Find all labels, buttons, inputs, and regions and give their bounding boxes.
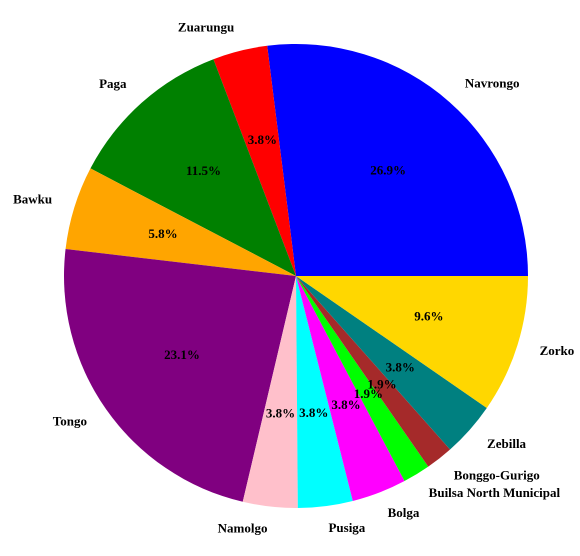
value-label: 23.1% [164, 347, 200, 362]
slice-label: Zorko [540, 343, 575, 358]
pie-slice [296, 276, 405, 501]
pie-slice [296, 276, 487, 450]
pie-slice [296, 276, 353, 508]
value-label: 1.9% [354, 386, 383, 401]
value-label: 1.9% [367, 376, 396, 391]
slice-label: Builsa North Municipal [429, 485, 561, 500]
slice-label: Namolgo [218, 521, 268, 536]
slice-label: Tongo [53, 413, 87, 428]
value-label: 3.8% [386, 359, 415, 374]
pie-slice [64, 249, 296, 502]
pie-slice [65, 168, 296, 276]
pie-slice [296, 276, 451, 467]
pie-slice [90, 59, 296, 276]
value-label: 3.8% [266, 405, 295, 420]
slice-label: Bonggo-Gurigo [454, 468, 540, 483]
slice-label: Navrongo [465, 76, 520, 91]
pie-slice [242, 276, 298, 508]
pie-slice [267, 44, 528, 277]
pie-slice [296, 276, 528, 408]
slice-label: Paga [99, 76, 127, 91]
value-label: 3.8% [299, 405, 328, 420]
pie-slice [213, 45, 296, 276]
value-label: 5.8% [148, 226, 177, 241]
value-label: 3.8% [248, 132, 277, 147]
slice-label: Zuarungu [178, 19, 234, 34]
slice-label: Pusiga [328, 520, 365, 535]
value-label: 9.6% [414, 308, 443, 323]
value-label: 26.9% [370, 163, 406, 178]
value-label: 11.5% [186, 163, 221, 178]
slice-label: Zebilla [487, 436, 527, 451]
value-label: 3.8% [331, 397, 360, 412]
pie-slice [296, 276, 429, 482]
slice-label: Bawku [13, 192, 52, 207]
slice-label: Bolga [388, 505, 420, 520]
